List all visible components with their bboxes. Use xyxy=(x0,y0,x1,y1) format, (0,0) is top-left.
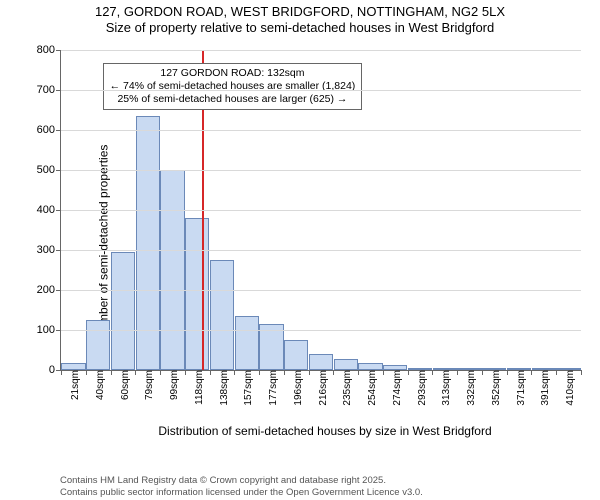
y-tick-label: 100 xyxy=(37,324,61,336)
x-tick-label: 21sqm xyxy=(64,370,81,400)
y-tick-label: 500 xyxy=(37,164,61,176)
x-tick xyxy=(383,370,384,375)
x-tick xyxy=(86,370,87,375)
footer-line-2: Contains public sector information licen… xyxy=(60,487,423,498)
x-tick xyxy=(61,370,62,375)
y-tick-label: 300 xyxy=(37,244,61,256)
plot-area: 127 GORDON ROAD: 132sqm ← 74% of semi-de… xyxy=(60,50,581,371)
histogram-bar xyxy=(86,320,110,370)
x-tick-label: 60sqm xyxy=(114,370,131,400)
x-tick-label: 99sqm xyxy=(163,370,180,400)
x-tick-label: 274sqm xyxy=(386,370,403,406)
x-tick-label: 157sqm xyxy=(237,370,254,406)
y-tick-label: 800 xyxy=(37,44,61,56)
x-tick-label: 293sqm xyxy=(411,370,428,406)
x-tick-label: 410sqm xyxy=(559,370,576,406)
x-tick xyxy=(160,370,161,375)
x-tick xyxy=(556,370,557,375)
x-tick xyxy=(185,370,186,375)
chart-title-block: 127, GORDON ROAD, WEST BRIDGFORD, NOTTIN… xyxy=(0,0,600,37)
x-tick xyxy=(457,370,458,375)
x-tick xyxy=(531,370,532,375)
x-tick-label: 254sqm xyxy=(361,370,378,406)
gridline xyxy=(61,210,581,211)
x-tick-label: 196sqm xyxy=(287,370,304,406)
x-tick xyxy=(234,370,235,375)
x-tick-label: 138sqm xyxy=(213,370,230,406)
y-tick-label: 600 xyxy=(37,124,61,136)
gridline xyxy=(61,250,581,251)
x-tick xyxy=(507,370,508,375)
x-tick xyxy=(333,370,334,375)
x-tick-label: 216sqm xyxy=(312,370,329,406)
y-tick-label: 200 xyxy=(37,284,61,296)
annotation-line-1: 127 GORDON ROAD: 132sqm xyxy=(110,67,356,80)
x-tick xyxy=(259,370,260,375)
x-tick-label: 79sqm xyxy=(138,370,155,400)
y-tick-label: 0 xyxy=(49,364,61,376)
histogram-bar xyxy=(160,170,184,370)
x-tick xyxy=(135,370,136,375)
gridline xyxy=(61,90,581,91)
annotation-box: 127 GORDON ROAD: 132sqm ← 74% of semi-de… xyxy=(103,63,363,110)
histogram-bar xyxy=(210,260,234,370)
x-tick-label: 352sqm xyxy=(485,370,502,406)
histogram-bar xyxy=(358,363,382,370)
x-tick-label: 391sqm xyxy=(534,370,551,406)
x-tick xyxy=(408,370,409,375)
x-tick-label: 371sqm xyxy=(510,370,527,406)
gridline xyxy=(61,290,581,291)
x-tick xyxy=(284,370,285,375)
chart-container: Number of semi-detached properties 127 G… xyxy=(0,42,600,442)
histogram-bar xyxy=(136,116,160,370)
x-axis-label: Distribution of semi-detached houses by … xyxy=(60,424,590,438)
x-tick xyxy=(432,370,433,375)
histogram-bar xyxy=(61,363,85,370)
x-tick xyxy=(210,370,211,375)
gridline xyxy=(61,50,581,51)
x-tick-label: 40sqm xyxy=(89,370,106,400)
x-tick-label: 177sqm xyxy=(262,370,279,406)
gridline xyxy=(61,170,581,171)
x-tick-label: 332sqm xyxy=(460,370,477,406)
gridline xyxy=(61,130,581,131)
annotation-line-3: 25% of semi-detached houses are larger (… xyxy=(110,93,356,106)
x-tick-label: 313sqm xyxy=(435,370,452,406)
histogram-bar xyxy=(185,218,209,370)
gridline xyxy=(61,330,581,331)
x-tick-label: 118sqm xyxy=(188,370,205,405)
x-tick xyxy=(111,370,112,375)
x-tick xyxy=(309,370,310,375)
histogram-bar xyxy=(235,316,259,370)
histogram-bar xyxy=(309,354,333,370)
x-tick xyxy=(358,370,359,375)
title-line-2: Size of property relative to semi-detach… xyxy=(0,20,600,36)
histogram-bar xyxy=(111,252,135,370)
x-tick-label: 235sqm xyxy=(336,370,353,406)
footer-line-1: Contains HM Land Registry data © Crown c… xyxy=(60,475,423,486)
y-tick-label: 400 xyxy=(37,204,61,216)
x-tick xyxy=(581,370,582,375)
histogram-bar xyxy=(284,340,308,370)
y-tick-label: 700 xyxy=(37,84,61,96)
title-line-1: 127, GORDON ROAD, WEST BRIDGFORD, NOTTIN… xyxy=(0,4,600,20)
histogram-bar xyxy=(334,359,358,370)
annotation-line-2: ← 74% of semi-detached houses are smalle… xyxy=(110,80,356,93)
x-tick xyxy=(482,370,483,375)
footer-attribution: Contains HM Land Registry data © Crown c… xyxy=(60,475,423,498)
